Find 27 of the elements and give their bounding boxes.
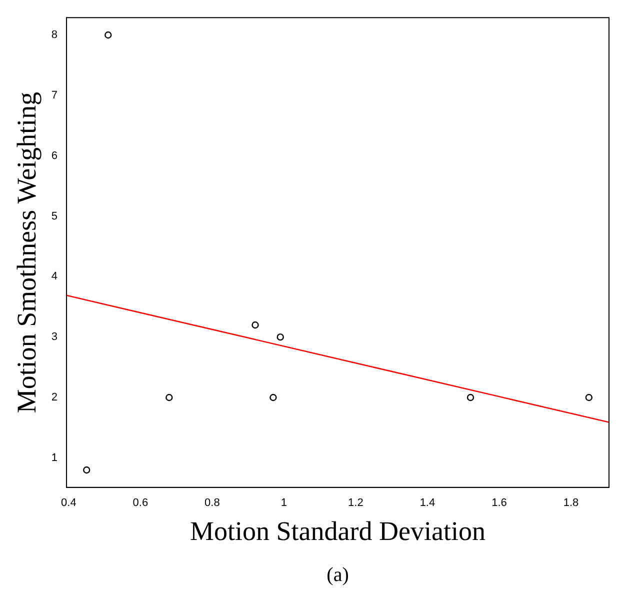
x-tick-label: 0.4 [61,497,76,510]
point [585,394,593,402]
x-axis-title: Motion Standard Deviation [190,516,486,546]
point [466,394,474,402]
x-tick-label: 1.4 [420,497,436,510]
point [270,394,277,402]
y-tick-label: 8 [51,29,58,42]
y-tick-label: 6 [51,150,58,162]
x-tick-label: 1.6 [492,497,507,510]
x-tick-label: 0.6 [132,497,148,510]
text: (a) [326,564,349,586]
x-tick-label: 1 [280,497,288,510]
x-tick-label: 0.8 [204,497,220,510]
point [252,321,259,329]
point [276,333,284,341]
y-tick-label: 7 [51,89,58,102]
point [83,466,90,474]
y-tick-label: 2 [51,392,58,404]
y-tick-label: 4 [51,270,58,283]
x-tick-label: 1.8 [563,497,579,510]
y-axis-title: Motion Smothness Weighting [11,92,42,414]
y-tick-label: 5 [51,210,58,222]
point [104,31,112,39]
y-tick-label: 1 [51,452,58,464]
y-tick-label: 3 [51,331,58,344]
x-tick-label: 1.2 [348,497,364,510]
point [166,394,173,402]
